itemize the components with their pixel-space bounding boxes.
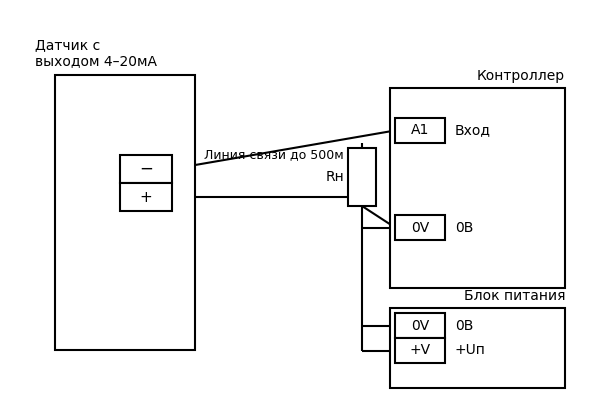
Bar (395, 215, 445, 240)
Text: Контроллер: Контроллер (477, 69, 565, 83)
Text: 0V: 0V (411, 220, 429, 235)
Bar (395, 338, 445, 363)
Bar (390, 308, 565, 388)
Bar (348, 148, 376, 206)
Text: Датчик с
выходом 4–20мА: Датчик с выходом 4–20мА (35, 38, 157, 68)
Bar (390, 88, 565, 288)
Text: 0В: 0В (455, 220, 473, 235)
Bar (395, 118, 445, 143)
Text: +Uп: +Uп (455, 343, 486, 357)
Text: Вход: Вход (455, 123, 491, 137)
Bar (55, 75, 195, 350)
Text: 0V: 0V (411, 318, 429, 332)
Text: Rн: Rн (325, 170, 344, 184)
Bar (120, 155, 172, 183)
Text: Линия связи до 500м: Линия связи до 500м (204, 148, 343, 161)
Text: A1: A1 (411, 123, 429, 137)
Text: −: − (139, 160, 153, 178)
Text: +: + (140, 189, 153, 204)
Bar (120, 183, 172, 211)
Text: 0В: 0В (455, 318, 473, 332)
Text: Блок питания: Блок питания (464, 289, 565, 303)
Bar (395, 313, 445, 338)
Text: +V: +V (409, 343, 431, 357)
